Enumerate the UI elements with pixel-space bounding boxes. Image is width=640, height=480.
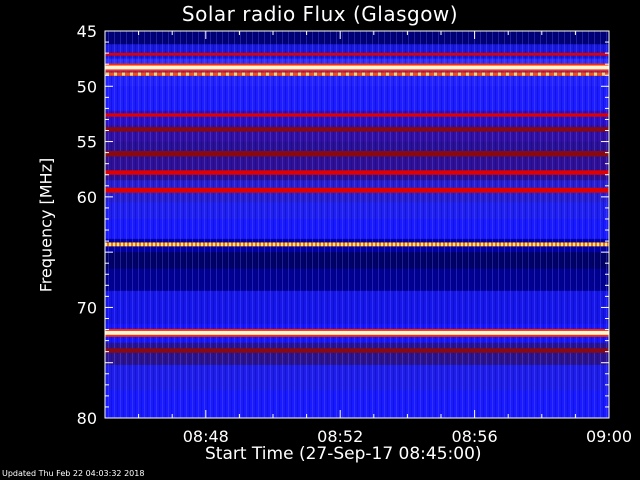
band-7 — [105, 187, 609, 193]
y-tick-label-50: 50 — [77, 77, 97, 96]
x-tick-label-2: 08:56 — [452, 427, 498, 446]
band-1 — [105, 65, 609, 70]
y-tick-label-80: 80 — [77, 409, 97, 428]
band-8 — [105, 242, 609, 247]
band-2 — [105, 72, 609, 76]
band-10 — [105, 348, 609, 353]
band-4 — [105, 127, 609, 132]
band-5 — [105, 150, 609, 157]
chart-title: Solar radio Flux (Glasgow) — [181, 2, 459, 26]
x-axis-label: Start Time (27-Sep-17 08:45:00) — [205, 444, 482, 464]
updated-timestamp: Updated Thu Feb 22 04:03:32 2018 — [2, 469, 145, 478]
plot-area — [105, 31, 609, 419]
x-tick-label-1: 08:52 — [317, 427, 363, 446]
time-streak-texture — [105, 31, 609, 418]
band-6 — [105, 170, 609, 175]
axes-frame — [104, 30, 610, 419]
y-tick-label-45: 45 — [77, 22, 97, 41]
y-tick-label-55: 55 — [77, 133, 97, 152]
x-tick-label-3: 09:00 — [586, 427, 632, 446]
band-0 — [105, 52, 609, 56]
x-tick-label-0: 08:48 — [183, 427, 229, 446]
y-tick-label-70: 70 — [77, 298, 97, 317]
band-3 — [105, 113, 609, 117]
axes: 45 50 55 60 70 80 08:48 08:52 08:56 09:00 — [77, 22, 632, 446]
band-marks — [105, 52, 609, 353]
y-tick-label-60: 60 — [77, 188, 97, 207]
band-9 — [105, 330, 609, 335]
